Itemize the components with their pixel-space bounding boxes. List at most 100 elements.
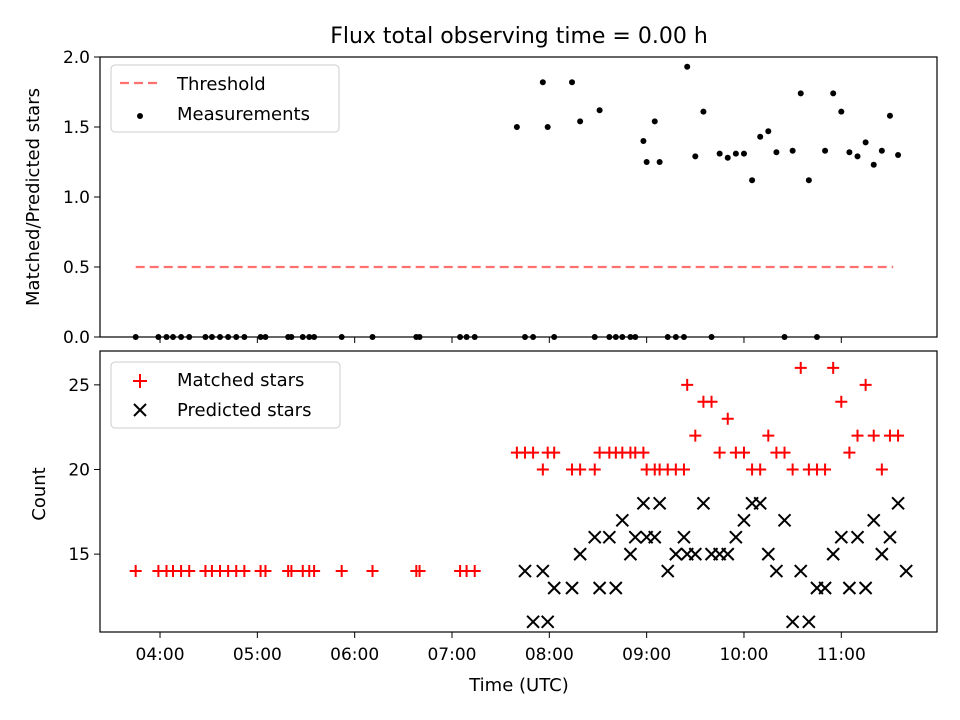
predicted-star-point: [648, 530, 662, 544]
measurement-point: [664, 334, 671, 340]
matched-star-point: [835, 395, 848, 408]
bottom-y-tick-label: 25: [68, 376, 90, 396]
matched-star-point: [536, 463, 549, 476]
measurement-point: [716, 150, 723, 157]
measurement-point: [306, 334, 313, 340]
predicted-star-point: [565, 581, 579, 595]
matched-star-point: [867, 429, 880, 442]
predicted-star-point: [609, 581, 623, 595]
measurement-point: [241, 334, 248, 340]
predicted-star-point: [875, 547, 889, 561]
matched-star-point: [721, 412, 734, 425]
predicted-star-point: [729, 530, 743, 544]
measurement-point: [895, 152, 902, 158]
predicted-star-point: [761, 547, 776, 561]
predicted-star-point: [547, 581, 561, 595]
top-y-tick-label: 0.5: [63, 258, 90, 278]
top-y-tick-label: 0.0: [63, 328, 90, 348]
matched-star-point: [827, 361, 840, 374]
predicted-star-point: [615, 513, 630, 527]
bottom-series: [129, 361, 913, 629]
predicted-star-point: [867, 513, 881, 527]
matched-star-point: [527, 446, 540, 459]
matched-star-point: [238, 565, 251, 578]
bottom-legend-box: [110, 361, 341, 429]
measurement-point: [724, 154, 731, 161]
top-panel: 0.00.51.01.52.0 Matched/Predicted stars …: [23, 48, 938, 348]
bottom-x-tick-label: 09:00: [622, 645, 671, 665]
measurement-point: [606, 334, 613, 340]
measurement-point: [692, 153, 699, 160]
measurement-point: [822, 147, 829, 154]
predicted-star-point: [540, 615, 555, 629]
matched-star-point: [129, 565, 142, 578]
predicted-star-point: [785, 615, 800, 629]
measurement-point: [789, 147, 796, 154]
predicted-star-point: [623, 547, 638, 561]
bottom-x-tick-label: 11:00: [817, 645, 866, 665]
predicted-star-point: [721, 547, 735, 561]
matched-star-point: [875, 463, 888, 476]
measurement-point: [846, 149, 853, 156]
predicted-star-point: [777, 513, 792, 527]
bottom-x-tick-label: 10:00: [719, 645, 768, 665]
bottom-x-tick-label: 05:00: [233, 645, 282, 665]
predicted-star-point: [826, 547, 840, 561]
matched-star-point: [588, 463, 601, 476]
bottom-x-tick-label: 08:00: [525, 645, 574, 665]
bottom-panel: 15 20 25 04:00 05:00 06:00 07:00 08:00 09:00 10:…: [29, 350, 938, 696]
measurement-point: [208, 334, 215, 340]
matched-star-point: [677, 463, 690, 476]
measurement-point: [338, 334, 345, 340]
matched-star-point: [859, 378, 872, 391]
measurement-point: [627, 334, 634, 340]
predicted-star-point: [602, 530, 617, 544]
measurement-point: [463, 334, 470, 340]
predicted-star-point: [737, 513, 751, 527]
predicted-star-point: [696, 496, 711, 511]
predicted-star-point: [899, 564, 913, 578]
matched-star-point: [637, 446, 650, 459]
measurement-point: [749, 177, 756, 184]
measurement-point: [225, 334, 232, 340]
top-legend-box: [110, 64, 340, 133]
predicted-star-point: [592, 581, 607, 595]
top-y-tick-label: 2.0: [63, 48, 90, 68]
legend-threshold-label: Threshold: [176, 74, 266, 95]
measurement-point: [684, 63, 691, 70]
predicted-star-point: [769, 564, 784, 578]
measurement-point: [132, 334, 139, 340]
measurement-point: [838, 108, 845, 115]
matched-star-point: [574, 463, 587, 476]
measurement-point: [257, 334, 264, 340]
predicted-star-point: [688, 547, 703, 561]
measurement-point: [369, 334, 376, 340]
measurement-point: [416, 334, 423, 340]
measurement-point: [781, 334, 788, 340]
matched-star-point: [778, 446, 791, 459]
predicted-star-point: [891, 496, 905, 511]
predicted-star-point: [573, 547, 587, 561]
matched-star-point: [183, 565, 196, 578]
matched-star-point: [681, 378, 694, 391]
measurement-point: [813, 334, 820, 340]
bottom-x-tick-label: 04:00: [136, 645, 185, 665]
matched-star-point: [366, 565, 379, 578]
measurement-point: [700, 108, 707, 115]
matched-star-point: [754, 463, 767, 476]
matched-star-point: [335, 565, 348, 578]
measurement-point: [233, 334, 240, 340]
bottom-y-tick-label: 20: [68, 460, 90, 480]
measurement-point: [854, 153, 861, 160]
measurement-point: [732, 150, 739, 157]
measurement-point: [680, 334, 687, 340]
predicted-star-point: [669, 547, 683, 561]
top-y-tick-label: 1.0: [63, 188, 90, 208]
predicted-star-point: [834, 530, 849, 544]
top-y-tick-label: 1.5: [63, 118, 90, 138]
measurement-point: [805, 177, 812, 184]
predicted-star-point: [677, 530, 691, 544]
predicted-star-point: [802, 615, 816, 629]
measurement-point: [886, 112, 893, 119]
